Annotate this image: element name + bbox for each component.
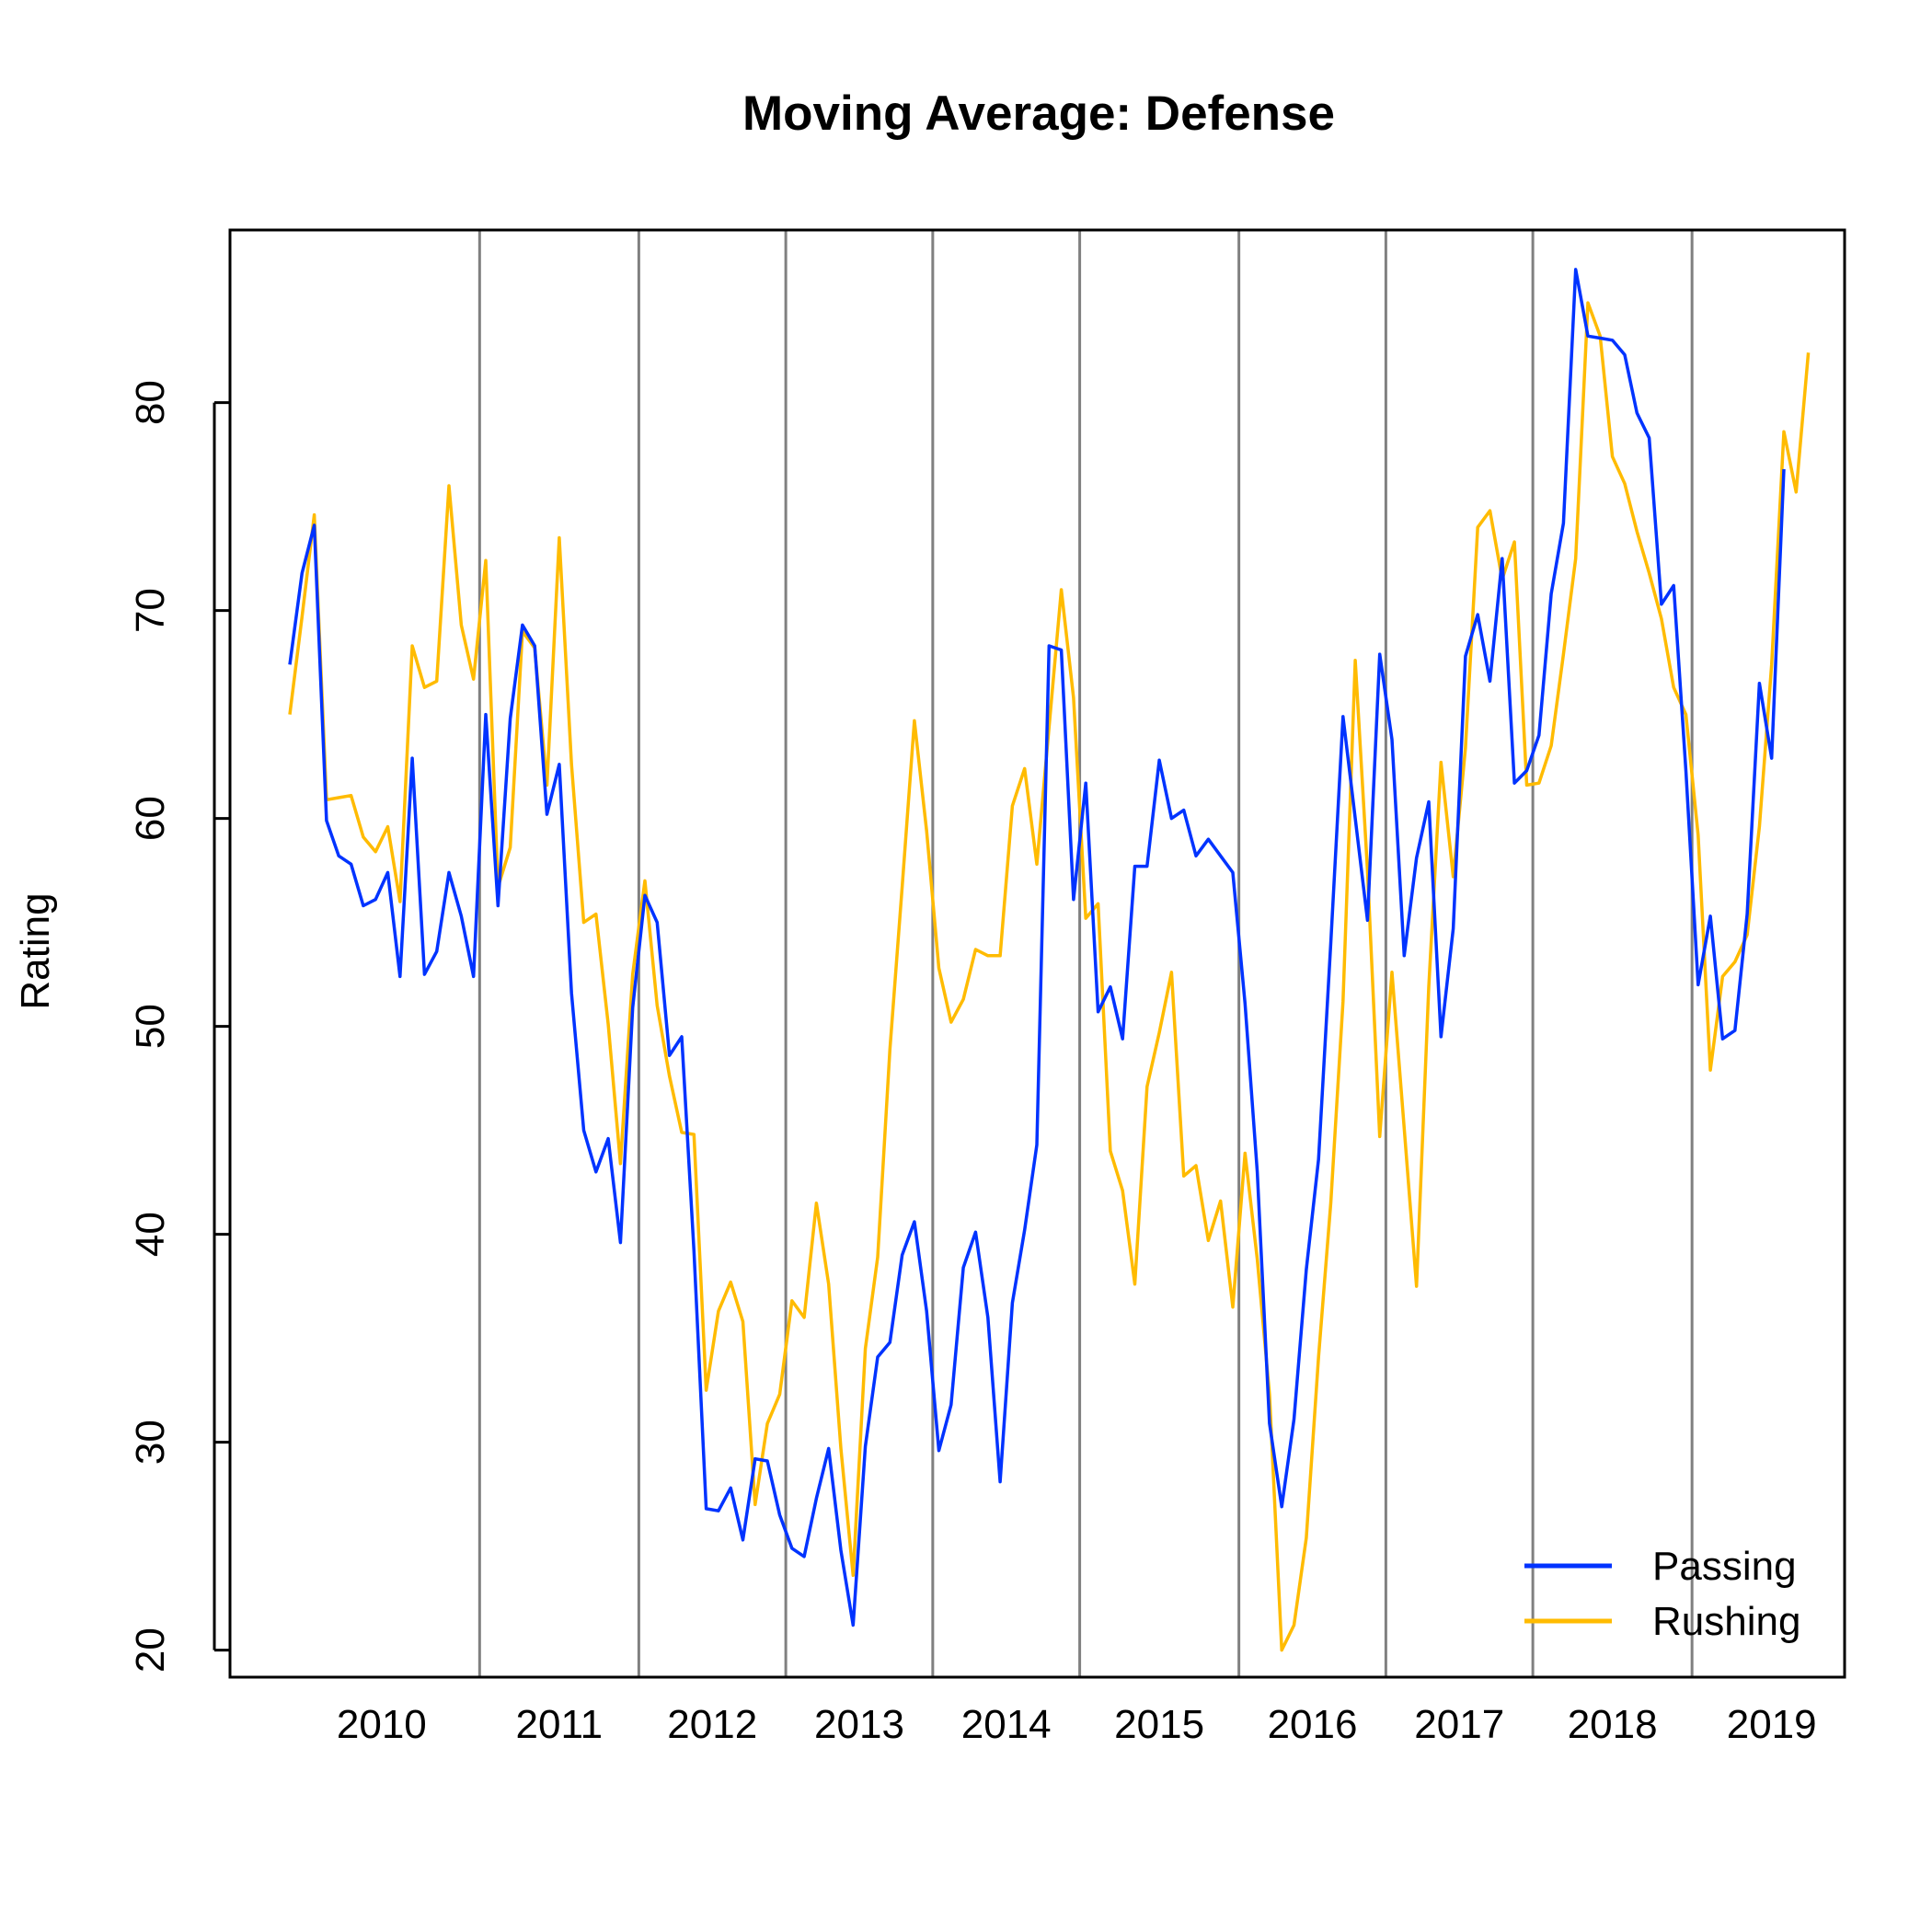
series-line-passing bbox=[288, 268, 1786, 1627]
x-tick-label: 2016 bbox=[1268, 1702, 1358, 1747]
x-tick-label: 2017 bbox=[1414, 1702, 1504, 1747]
x-tick-label: 2012 bbox=[667, 1702, 757, 1747]
y-tick-label: 80 bbox=[128, 380, 173, 425]
x-tick-label: 2013 bbox=[814, 1702, 904, 1747]
x-tick-label: 2010 bbox=[337, 1702, 427, 1747]
y-tick-label: 30 bbox=[128, 1420, 173, 1465]
y-tick-label: 50 bbox=[128, 1004, 173, 1049]
series-lines bbox=[288, 268, 1811, 1652]
chart-title: Moving Average: Defense bbox=[742, 86, 1335, 141]
y-tick-label: 40 bbox=[128, 1212, 173, 1257]
x-tick-label: 2015 bbox=[1114, 1702, 1204, 1747]
y-tick-label: 20 bbox=[128, 1627, 173, 1673]
x-tick-label: 2019 bbox=[1727, 1702, 1817, 1747]
x-tick-label: 2011 bbox=[516, 1702, 604, 1747]
y-axis-label: Rating bbox=[13, 892, 58, 1009]
x-tick-label: 2018 bbox=[1568, 1702, 1658, 1747]
plot-frame bbox=[228, 228, 1846, 1679]
legend: Passing Rushing bbox=[1524, 1544, 1800, 1644]
legend-label-rushing: Rushing bbox=[1652, 1599, 1800, 1644]
y-tick-label: 70 bbox=[128, 588, 173, 633]
x-axis: 2010 2011 2012 2013 2014 2015 2016 2017 2018 2019 bbox=[337, 1702, 1817, 1747]
y-tick-label: 60 bbox=[128, 796, 173, 841]
legend-label-passing: Passing bbox=[1652, 1544, 1797, 1589]
x-tick-label: 2014 bbox=[961, 1702, 1052, 1747]
y-axis: 20 30 40 50 60 70 80 bbox=[128, 380, 230, 1673]
